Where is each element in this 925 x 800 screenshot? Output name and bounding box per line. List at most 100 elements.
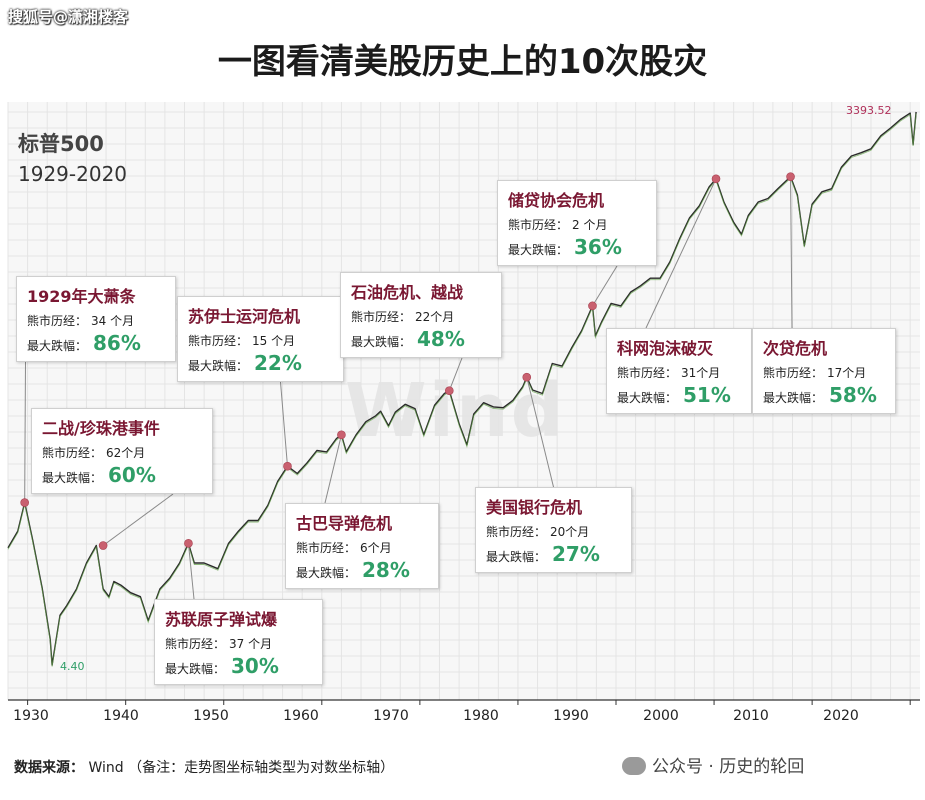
source-value: Wind bbox=[88, 760, 124, 776]
drop-label: 最大跌幅： bbox=[763, 391, 824, 405]
leader-line bbox=[592, 265, 618, 307]
leader-line bbox=[324, 434, 342, 504]
crisis-marker bbox=[98, 541, 108, 550]
wechat-icon bbox=[622, 757, 646, 775]
event-drop: 60% bbox=[108, 463, 156, 487]
crisis-marker bbox=[588, 301, 597, 311]
crisis-marker bbox=[184, 539, 193, 548]
leader-line bbox=[448, 357, 463, 391]
drop-label: 最大跌幅： bbox=[486, 550, 547, 564]
event-title: 科网泡沫破灭 bbox=[617, 339, 714, 358]
bear-label: 熊市历经： bbox=[296, 541, 357, 555]
event-box-savings-loan: 储贷协会危机 熊市历经： 2 个月 最大跌幅： 36% bbox=[497, 180, 657, 266]
event-drop: 58% bbox=[829, 383, 877, 407]
event-duration: 22个月 bbox=[415, 310, 455, 324]
event-drop: 22% bbox=[254, 351, 302, 375]
event-duration: 20个月 bbox=[550, 525, 590, 539]
watermark-bottom: 公众号 · 历史的轮回 bbox=[622, 752, 804, 777]
drop-label: 最大跌幅： bbox=[165, 662, 226, 676]
leader-line bbox=[280, 381, 288, 467]
leader-line bbox=[187, 543, 195, 600]
x-tick-label: 1950 bbox=[193, 708, 229, 724]
crisis-marker bbox=[786, 172, 795, 181]
crisis-marker bbox=[444, 386, 454, 396]
bear-label: 熊市历经： bbox=[42, 446, 103, 460]
x-tick-label: 2020 bbox=[823, 708, 859, 724]
date-range: 1929-2020 bbox=[18, 162, 128, 186]
x-tick-label: 2010 bbox=[733, 708, 769, 724]
watermark-bottom-text: 公众号 · 历史的轮回 bbox=[652, 757, 805, 777]
crisis-marker bbox=[337, 430, 346, 440]
event-duration: 37 个月 bbox=[229, 637, 273, 651]
watermark-top: 搜狐号@潇湘楼客 bbox=[8, 8, 129, 26]
event-duration: 62个月 bbox=[106, 446, 146, 460]
event-box-oil-crisis: 石油危机、越战 熊市历经： 22个月 最大跌幅： 48% bbox=[340, 272, 502, 358]
event-drop: 51% bbox=[683, 383, 731, 407]
drop-label: 最大跌幅： bbox=[27, 339, 88, 353]
event-box-suez: 苏伊士运河危机 熊市历经： 15 个月 最大跌幅： 22% bbox=[177, 296, 344, 382]
crisis-marker bbox=[20, 498, 29, 507]
event-title: 储贷协会危机 bbox=[508, 191, 605, 210]
event-title: 二战/珍珠港事件 bbox=[42, 419, 160, 438]
x-tick-label: 1930 bbox=[13, 708, 49, 724]
low-value-label: 4.40 bbox=[60, 660, 85, 673]
event-box-us-bank: 美国银行危机 熊市历经： 20个月 最大跌幅： 27% bbox=[475, 487, 632, 573]
bear-label: 熊市历经： bbox=[763, 366, 824, 380]
event-duration: 31个月 bbox=[681, 366, 721, 380]
event-drop: 27% bbox=[552, 542, 600, 566]
bear-label: 熊市历经： bbox=[508, 218, 569, 232]
event-title: 苏联原子弹试爆 bbox=[165, 610, 278, 629]
x-tick-label: 1990 bbox=[553, 708, 589, 724]
source-label: 数据来源： bbox=[14, 760, 84, 776]
event-duration: 34 个月 bbox=[91, 314, 135, 328]
leader-line bbox=[790, 176, 793, 329]
event-title: 1929年大萧条 bbox=[27, 287, 136, 306]
crisis-marker bbox=[711, 174, 721, 184]
center-watermark: Wind bbox=[345, 368, 566, 454]
event-drop: 36% bbox=[574, 235, 622, 259]
event-duration: 6个月 bbox=[360, 541, 392, 555]
event-box-great-depression: 1929年大萧条 熊市历经： 34 个月 最大跌幅： 86% bbox=[16, 276, 176, 362]
event-duration: 15 个月 bbox=[252, 334, 296, 348]
x-tick-label: 1970 bbox=[373, 708, 409, 724]
event-box-subprime: 次贷危机 熊市历经： 17个月 最大跌幅： 58% bbox=[752, 328, 896, 414]
event-duration: 17个月 bbox=[827, 366, 867, 380]
event-duration: 2 个月 bbox=[572, 218, 608, 232]
high-value-label: 3393.52 bbox=[846, 104, 892, 117]
event-title: 石油危机、越战 bbox=[351, 283, 464, 302]
drop-label: 最大跌幅： bbox=[188, 359, 249, 373]
event-title: 古巴导弹危机 bbox=[296, 514, 393, 533]
bear-label: 熊市历经： bbox=[617, 366, 678, 380]
event-box-ww2: 二战/珍珠港事件 熊市历经： 62个月 最大跌幅： 60% bbox=[31, 408, 213, 494]
event-title: 美国银行危机 bbox=[486, 498, 583, 517]
chart-title: 一图看清美股历史上的10次股灾 bbox=[217, 42, 708, 82]
event-title: 次贷危机 bbox=[763, 339, 828, 358]
drop-label: 最大跌幅： bbox=[42, 471, 103, 485]
drop-label: 最大跌幅： bbox=[351, 335, 412, 349]
event-box-dotcom: 科网泡沫破灭 熊市历经： 31个月 最大跌幅： 51% bbox=[606, 328, 752, 414]
x-tick-label: 2000 bbox=[643, 708, 679, 724]
leader-line bbox=[526, 377, 554, 488]
event-drop: 28% bbox=[362, 558, 410, 582]
leader-line bbox=[102, 493, 174, 546]
event-drop: 86% bbox=[93, 331, 141, 355]
x-tick-label: 1940 bbox=[103, 708, 139, 724]
x-tick-label: 1980 bbox=[463, 708, 499, 724]
bear-label: 熊市历经： bbox=[188, 334, 249, 348]
crisis-marker bbox=[283, 461, 292, 471]
event-drop: 30% bbox=[231, 654, 279, 678]
crisis-marker bbox=[522, 372, 532, 382]
drop-label: 最大跌幅： bbox=[617, 391, 678, 405]
index-name: 标普500 bbox=[18, 132, 104, 156]
source-line: 数据来源： Wind （备注：走势图坐标轴类型为对数坐标轴） bbox=[14, 757, 394, 777]
event-title: 苏伊士运河危机 bbox=[188, 307, 301, 326]
drop-label: 最大跌幅： bbox=[296, 566, 357, 580]
bear-label: 熊市历经： bbox=[27, 314, 88, 328]
leader-line bbox=[645, 178, 717, 329]
series-line-shadow bbox=[7, 113, 917, 667]
drop-label: 最大跌幅： bbox=[508, 243, 569, 257]
source-note: （备注：走势图坐标轴类型为对数坐标轴） bbox=[128, 760, 395, 776]
x-tick-label: 1960 bbox=[283, 708, 319, 724]
event-drop: 48% bbox=[417, 327, 465, 351]
event-box-cuba: 古巴导弹危机 熊市历经： 6个月 最大跌幅： 28% bbox=[285, 503, 439, 589]
